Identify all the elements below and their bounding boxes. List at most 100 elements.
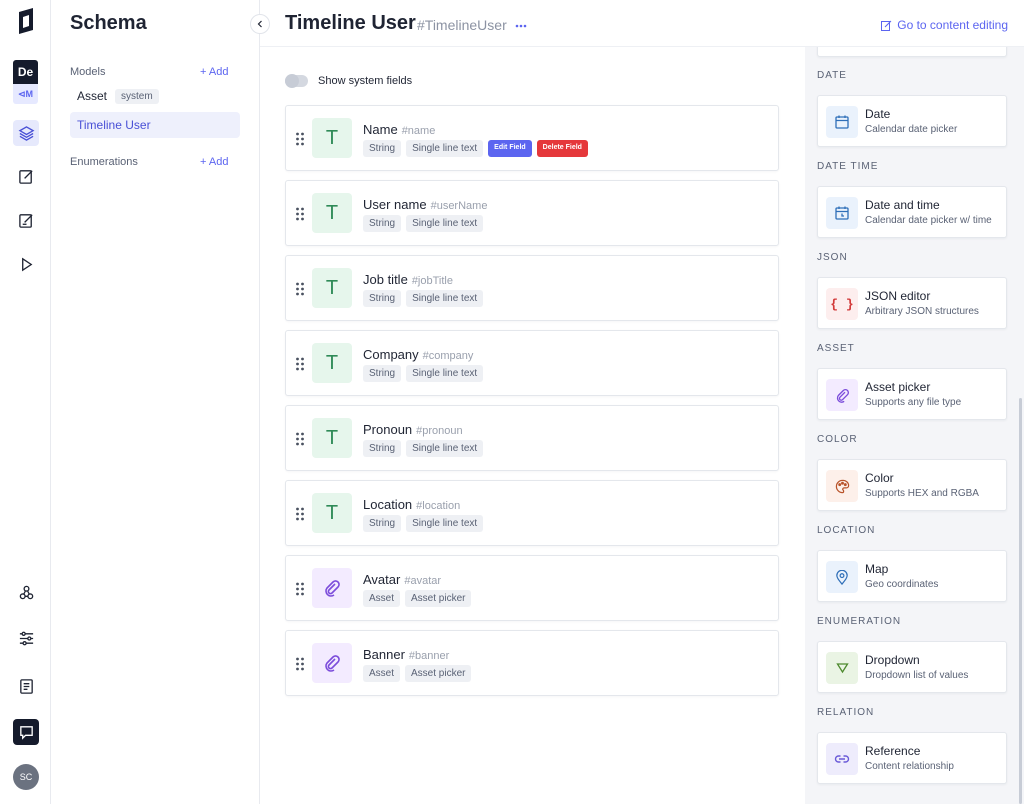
palette-type-desc: Geo coordinates <box>865 579 939 590</box>
field-card[interactable]: T Name #name String Single line text Edit Fie… <box>285 105 779 171</box>
field-api-id: #pronoun <box>416 425 463 437</box>
field-title: Company #company <box>363 347 473 362</box>
drag-handle-icon[interactable] <box>295 432 305 446</box>
palette-category-label: DATE <box>817 70 847 81</box>
drag-handle-icon[interactable] <box>295 582 305 596</box>
go-to-content-link[interactable]: Go to content editing <box>881 18 1008 32</box>
field-api-id: #jobTitle <box>411 275 453 287</box>
field-type-letter: T <box>325 276 339 299</box>
link-icon <box>826 743 858 775</box>
drag-handle-icon[interactable] <box>295 357 305 371</box>
palette-type-desc: Arbitrary JSON structures <box>865 306 979 317</box>
palette-type-card[interactable]: Asset picker Supports any file type <box>817 368 1007 420</box>
more-options-icon[interactable] <box>515 24 527 28</box>
playground-nav-icon[interactable] <box>13 251 39 277</box>
map-pin-icon <box>826 561 858 593</box>
palette-type-card[interactable]: Color Supports HEX and RGBA <box>817 459 1007 511</box>
palette-scrollbar[interactable] <box>1019 398 1022 804</box>
paperclip-icon <box>826 379 858 411</box>
settings-sliders-icon[interactable] <box>13 625 39 651</box>
field-name: Company <box>363 347 419 362</box>
field-type-letter: T <box>325 201 339 224</box>
braces-icon: { } <box>826 288 858 320</box>
field-name: Name <box>363 122 398 137</box>
show-system-fields-toggle[interactable] <box>285 74 308 88</box>
add-enumeration-button[interactable]: + Add <box>200 156 229 168</box>
field-tags: Asset Asset picker <box>363 590 472 607</box>
field-card[interactable]: T Company #company String Single line text <box>285 330 779 396</box>
content-nav-icon[interactable] <box>13 163 39 189</box>
palette-category-label: DATE TIME <box>817 161 879 172</box>
field-card[interactable]: Banner #banner Asset Asset picker <box>285 630 779 696</box>
field-card[interactable]: T Location #location String Single line text <box>285 480 779 546</box>
toggle-label: Show system fields <box>318 75 413 87</box>
field-card[interactable]: T Job title #jobTitle String Single line tex… <box>285 255 779 321</box>
calendar-time-icon <box>826 197 858 229</box>
schema-sidebar: Schema Models + Add Asset system Timelin… <box>51 0 270 804</box>
field-tag: String <box>363 290 402 307</box>
go-to-content-label: Go to content editing <box>897 18 1008 32</box>
drag-handle-icon[interactable] <box>295 507 305 521</box>
palette-category-label: ENUMERATION <box>817 616 902 627</box>
field-card[interactable]: T User name #userName String Single line tex… <box>285 180 779 246</box>
field-title: Avatar #avatar <box>363 572 441 587</box>
add-model-button[interactable]: + Add <box>200 66 229 78</box>
user-avatar[interactable]: SC <box>13 764 39 790</box>
model-name: Timeline User <box>77 118 151 132</box>
sidebar-item-asset[interactable]: Asset system <box>70 83 240 109</box>
drag-handle-icon[interactable] <box>295 657 305 671</box>
paperclip-icon <box>312 643 352 683</box>
field-tags: Asset Asset picker <box>363 665 472 682</box>
palette-type-card[interactable]: Reference Content relationship <box>817 732 1007 784</box>
environment-badge[interactable]: ⊲M <box>13 84 38 104</box>
drag-handle-icon[interactable] <box>295 282 305 296</box>
palette-type-name: Asset picker <box>865 380 931 394</box>
palette-type-card[interactable]: Date and time Calendar date picker w/ tim… <box>817 186 1007 238</box>
field-title: Location #location <box>363 497 460 512</box>
page-title: Timeline User <box>285 12 416 34</box>
logo-icon[interactable] <box>16 8 36 38</box>
drag-handle-icon[interactable] <box>295 207 305 221</box>
models-section-label: Models <box>70 66 106 78</box>
project-badge[interactable]: De <box>13 60 38 84</box>
chat-icon[interactable] <box>13 719 39 745</box>
system-badge: system <box>115 88 159 104</box>
field-card[interactable]: Avatar #avatar Asset Asset picker <box>285 555 779 621</box>
edit-field-button[interactable]: Edit Field <box>488 140 532 157</box>
model-api-id: #TimelineUser <box>417 17 507 33</box>
palette-type-desc: Supports any file type <box>865 397 962 408</box>
palette-type-card[interactable]: Date Calendar date picker <box>817 95 1007 147</box>
field-name: Location <box>363 497 413 512</box>
schema-nav-icon[interactable] <box>13 120 39 146</box>
palette-type-card[interactable]: Dropdown Dropdown list of values <box>817 641 1007 693</box>
field-tag: Single line text <box>406 290 484 307</box>
palette-type-card[interactable]: { } JSON editor Arbitrary JSON structures <box>817 277 1007 329</box>
text-type-icon: T <box>312 343 352 383</box>
field-type-letter: T <box>325 426 339 449</box>
text-type-icon: T <box>312 268 352 308</box>
field-name: Banner <box>363 647 405 662</box>
field-card[interactable]: T Pronoun #pronoun String Single line text <box>285 405 779 471</box>
field-tag: Asset picker <box>405 590 472 607</box>
field-api-id: #location <box>416 500 461 512</box>
palette-category-label: COLOR <box>817 434 858 445</box>
model-header: Timeline User #TimelineUser Go to conten… <box>260 0 1024 47</box>
palette-icon <box>826 470 858 502</box>
edit-nav-icon[interactable] <box>13 207 39 233</box>
field-name: Pronoun <box>363 422 413 437</box>
collapse-sidebar-button[interactable] <box>250 14 270 34</box>
docs-nav-icon[interactable] <box>13 673 39 699</box>
paperclip-icon <box>312 568 352 608</box>
palette-type-desc: Dropdown list of values <box>865 670 969 681</box>
field-tag: Asset picker <box>405 665 472 682</box>
webhooks-nav-icon[interactable] <box>13 579 39 605</box>
delete-field-button[interactable]: Delete Field <box>536 140 588 157</box>
field-name: Job title <box>363 272 408 287</box>
palette-type-name: Date and time <box>865 198 940 212</box>
palette-partial-card[interactable] <box>817 47 1007 57</box>
palette-type-card[interactable]: Map Geo coordinates <box>817 550 1007 602</box>
field-tags: String Single line text <box>363 515 484 532</box>
sidebar-item-timeline-user[interactable]: Timeline User <box>70 112 240 138</box>
palette-type-desc: Calendar date picker <box>865 124 958 135</box>
drag-handle-icon[interactable] <box>295 132 305 146</box>
